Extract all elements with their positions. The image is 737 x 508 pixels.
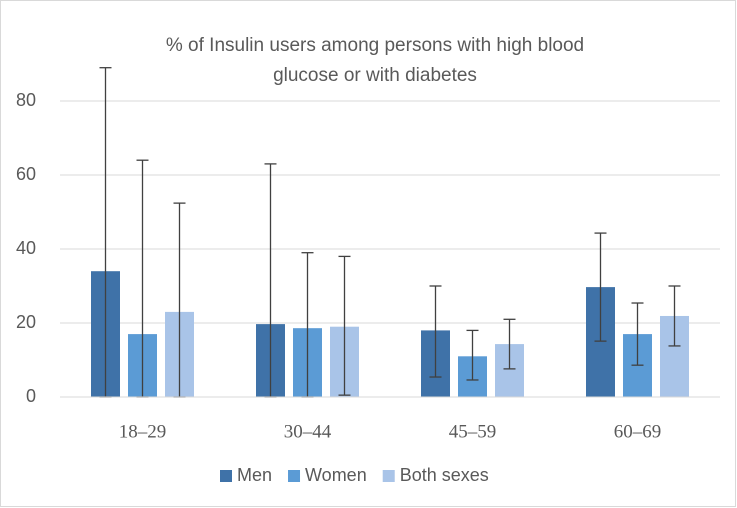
error-bar (594, 232, 607, 342)
error-bar (503, 318, 516, 370)
legend-swatch (220, 470, 232, 482)
x-tick-label: 60–69 (614, 421, 662, 442)
x-tick-label: 45–59 (449, 421, 497, 442)
legend-label: Women (305, 465, 367, 485)
y-tick-label: 0 (26, 386, 36, 406)
legend-swatch (382, 470, 395, 482)
y-tick-label: 40 (16, 238, 36, 258)
y-tick-label: 80 (16, 90, 36, 110)
error-bar (338, 255, 351, 396)
error-bar (429, 285, 442, 378)
chart-title: % of Insulin users among persons with hi… (166, 35, 584, 56)
x-tick-label: 18–29 (119, 421, 167, 442)
y-tick-label: 60 (16, 164, 36, 184)
chart-title: glucose or with diabetes (273, 65, 477, 86)
error-bar (631, 302, 644, 366)
error-bar (668, 285, 681, 347)
legend-label: Both sexes (400, 465, 489, 485)
error-bar (466, 329, 479, 381)
legend-label: Men (237, 465, 272, 485)
legend-swatch (288, 470, 301, 482)
x-tick-label: 30–44 (284, 421, 332, 442)
y-tick-label: 20 (16, 312, 36, 332)
